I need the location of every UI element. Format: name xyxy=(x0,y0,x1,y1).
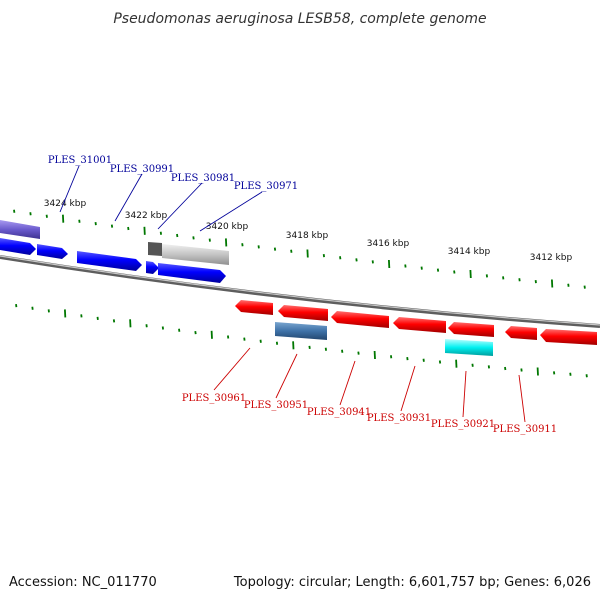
plus-strand-genes xyxy=(0,220,229,283)
gene-feature[interactable] xyxy=(77,251,142,271)
gene-label[interactable]: PLES_30941 xyxy=(307,407,371,418)
gene-feature[interactable] xyxy=(158,263,226,283)
scale-label-3412: 3412 kbp xyxy=(530,253,573,263)
gene-feature[interactable] xyxy=(448,322,494,337)
topology-label: Topology: circular; Length: 6,601,757 bp… xyxy=(233,575,591,590)
leader-lines-upper xyxy=(59,165,263,232)
gene-feature[interactable] xyxy=(0,238,36,255)
gene-label[interactable]: PLES_31001 xyxy=(48,155,112,166)
minus-strand-genes xyxy=(235,300,597,356)
accession-label: Accession: NC_011770 xyxy=(9,575,157,590)
page-title: Pseudomonas aeruginosa LESB58, complete … xyxy=(113,11,486,27)
scale-label-3422: 3422 kbp xyxy=(125,211,168,221)
gene-label[interactable]: PLES_30971 xyxy=(234,181,298,192)
gene-feature-gray[interactable] xyxy=(162,244,229,265)
gene-feature-violet[interactable] xyxy=(0,220,40,239)
scale-label-3424: 3424 kbp xyxy=(44,199,87,209)
scale-label-3418: 3418 kbp xyxy=(286,231,329,241)
leader-line xyxy=(157,182,203,230)
gene-label[interactable]: PLES_30931 xyxy=(367,413,431,424)
leader-line xyxy=(462,370,467,418)
gene-feature[interactable] xyxy=(37,244,68,259)
gene-label[interactable]: PLES_30921 xyxy=(431,419,495,430)
scale-label-3420: 3420 kbp xyxy=(206,222,249,232)
gene-label[interactable]: PLES_30981 xyxy=(171,173,235,184)
gene-feature[interactable] xyxy=(331,311,389,328)
scale-label-3414: 3414 kbp xyxy=(448,247,491,257)
gene-feature[interactable] xyxy=(278,305,328,321)
gene-feature-dark-gray[interactable] xyxy=(148,242,162,256)
leader-line xyxy=(199,191,263,232)
leader-line xyxy=(400,365,416,412)
gene-feature[interactable] xyxy=(146,261,159,274)
gene-label[interactable]: PLES_30951 xyxy=(244,400,308,411)
gene-feature[interactable] xyxy=(505,326,537,340)
gene-label[interactable]: PLES_30961 xyxy=(182,393,246,404)
leader-line xyxy=(59,165,80,213)
gene-feature-steel[interactable] xyxy=(275,322,327,340)
gene-label[interactable]: PLES_30911 xyxy=(493,424,557,435)
gene-feature[interactable] xyxy=(235,300,273,315)
leader-line xyxy=(275,353,298,399)
scale-ticks-lower xyxy=(15,303,588,378)
gene-labels-lower: PLES_30961 PLES_30951 PLES_30941 PLES_30… xyxy=(182,393,557,435)
gene-feature-cyan[interactable] xyxy=(445,339,493,356)
gene-label[interactable]: PLES_30991 xyxy=(110,164,174,175)
leader-lines-lower xyxy=(213,347,526,423)
gene-labels-upper: PLES_31001 PLES_30991 PLES_30981 PLES_30… xyxy=(48,155,298,192)
genome-backbone-highlight xyxy=(0,255,600,326)
gene-feature[interactable] xyxy=(540,329,597,345)
gene-feature[interactable] xyxy=(393,317,446,333)
scale-ticks-upper xyxy=(13,209,586,289)
leader-line xyxy=(339,360,356,406)
genome-backbone xyxy=(0,255,600,328)
leader-line xyxy=(518,374,526,423)
leader-line xyxy=(213,347,251,391)
scale-label-3416: 3416 kbp xyxy=(367,239,410,249)
leader-line xyxy=(114,173,143,222)
scale-labels: 3424 kbp 3422 kbp 3420 kbp 3418 kbp 3416… xyxy=(44,199,573,263)
